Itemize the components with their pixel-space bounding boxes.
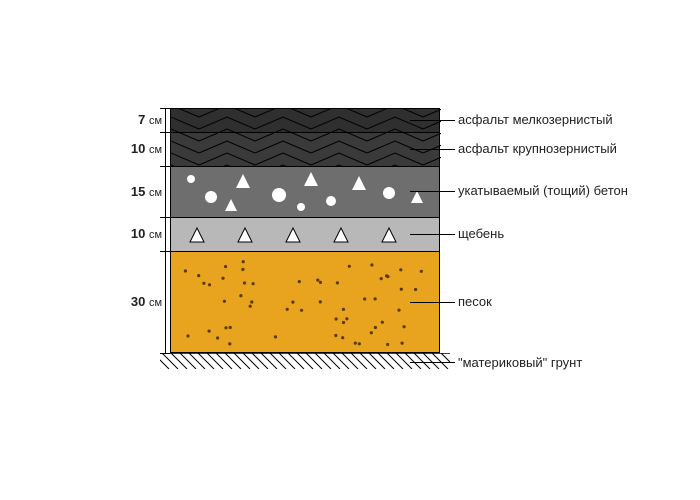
ground-hatch — [160, 353, 450, 369]
layer-lean-concrete — [170, 166, 440, 217]
label-lean-concrete: укатываемый (тощий) бетон — [458, 183, 628, 198]
dimension-vline — [165, 108, 166, 353]
label-asphalt-coarse: асфальт крупнозернистый — [458, 141, 617, 156]
layer-stack — [170, 108, 440, 353]
leader-line — [410, 120, 455, 121]
dimension-value: 10 см — [131, 141, 162, 156]
label-sand: песок — [458, 294, 492, 309]
diagram-canvas: 7 см 10 см 15 см 10 см 30 см асфальт мелкозе… — [0, 0, 700, 500]
layer-asphalt-fine — [170, 108, 440, 132]
layer-crushed-stone — [170, 217, 440, 251]
label-crushed-stone: щебень — [458, 226, 504, 241]
dimension-value: 15 см — [131, 184, 162, 199]
label-ground: "материковый" грунт — [458, 355, 582, 370]
leader-line — [410, 302, 455, 303]
layer-asphalt-coarse — [170, 132, 440, 166]
leader-line — [410, 191, 455, 192]
label-asphalt-fine: асфальт мелкозернистый — [458, 112, 613, 127]
leader-line — [410, 234, 455, 235]
layer-sand — [170, 251, 440, 353]
leader-line — [410, 149, 455, 150]
dimension-value: 30 см — [131, 294, 162, 309]
dimension-value: 7 см — [138, 112, 162, 127]
dimension-value: 10 см — [131, 226, 162, 241]
